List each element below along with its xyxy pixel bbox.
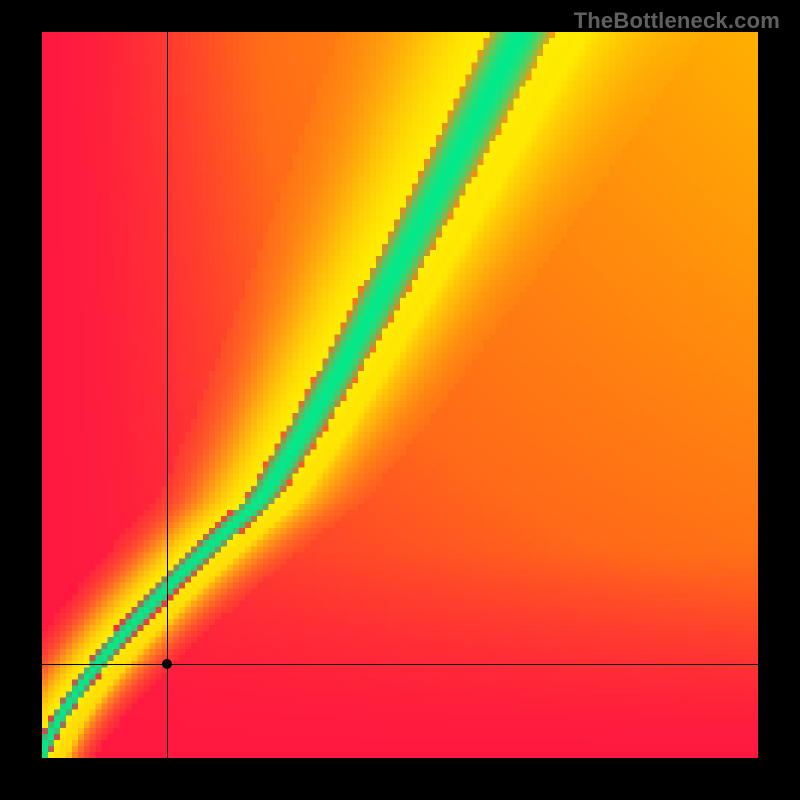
crosshair-vertical [167,32,168,758]
watermark-text: TheBottleneck.com [574,8,780,34]
marker-point [162,659,172,669]
bottleneck-heatmap [42,32,758,758]
chart-container: { "watermark": { "text": "TheBottleneck.… [0,0,800,800]
crosshair-horizontal [42,664,758,665]
